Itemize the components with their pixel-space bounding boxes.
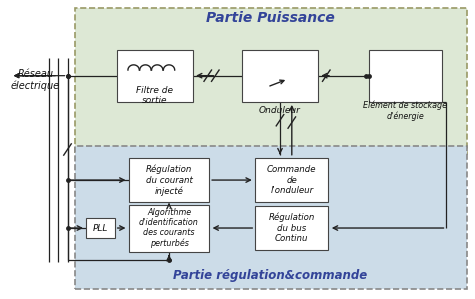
Text: Régulation
du courant
injecté: Régulation du courant injecté	[146, 165, 192, 196]
Bar	[129, 205, 209, 251]
Text: Partie Puissance: Partie Puissance	[206, 11, 335, 25]
Bar	[255, 206, 328, 250]
Bar	[129, 158, 209, 202]
Bar	[242, 50, 318, 102]
Text: Réseau
électrique: Réseau électrique	[11, 69, 60, 91]
Text: Partie régulation&commande: Partie régulation&commande	[173, 269, 368, 282]
Bar	[75, 8, 466, 154]
Text: Elément de stockage
d'énergie: Elément de stockage d'énergie	[363, 101, 447, 121]
Bar	[255, 158, 328, 202]
Text: Commande
de
l'onduleur: Commande de l'onduleur	[267, 165, 316, 195]
Bar	[86, 218, 115, 238]
Text: Onduleur: Onduleur	[259, 106, 301, 115]
Text: Filtre de
sortie: Filtre de sortie	[136, 86, 173, 105]
Bar	[117, 50, 193, 102]
Bar	[369, 50, 442, 102]
Text: PLL: PLL	[93, 224, 108, 233]
Text: Régulation
du bus
Continu: Régulation du bus Continu	[269, 213, 315, 243]
Text: Algorithme
d'identification
des courants
perturbés: Algorithme d'identification des courants…	[139, 208, 199, 248]
Bar	[75, 146, 466, 289]
